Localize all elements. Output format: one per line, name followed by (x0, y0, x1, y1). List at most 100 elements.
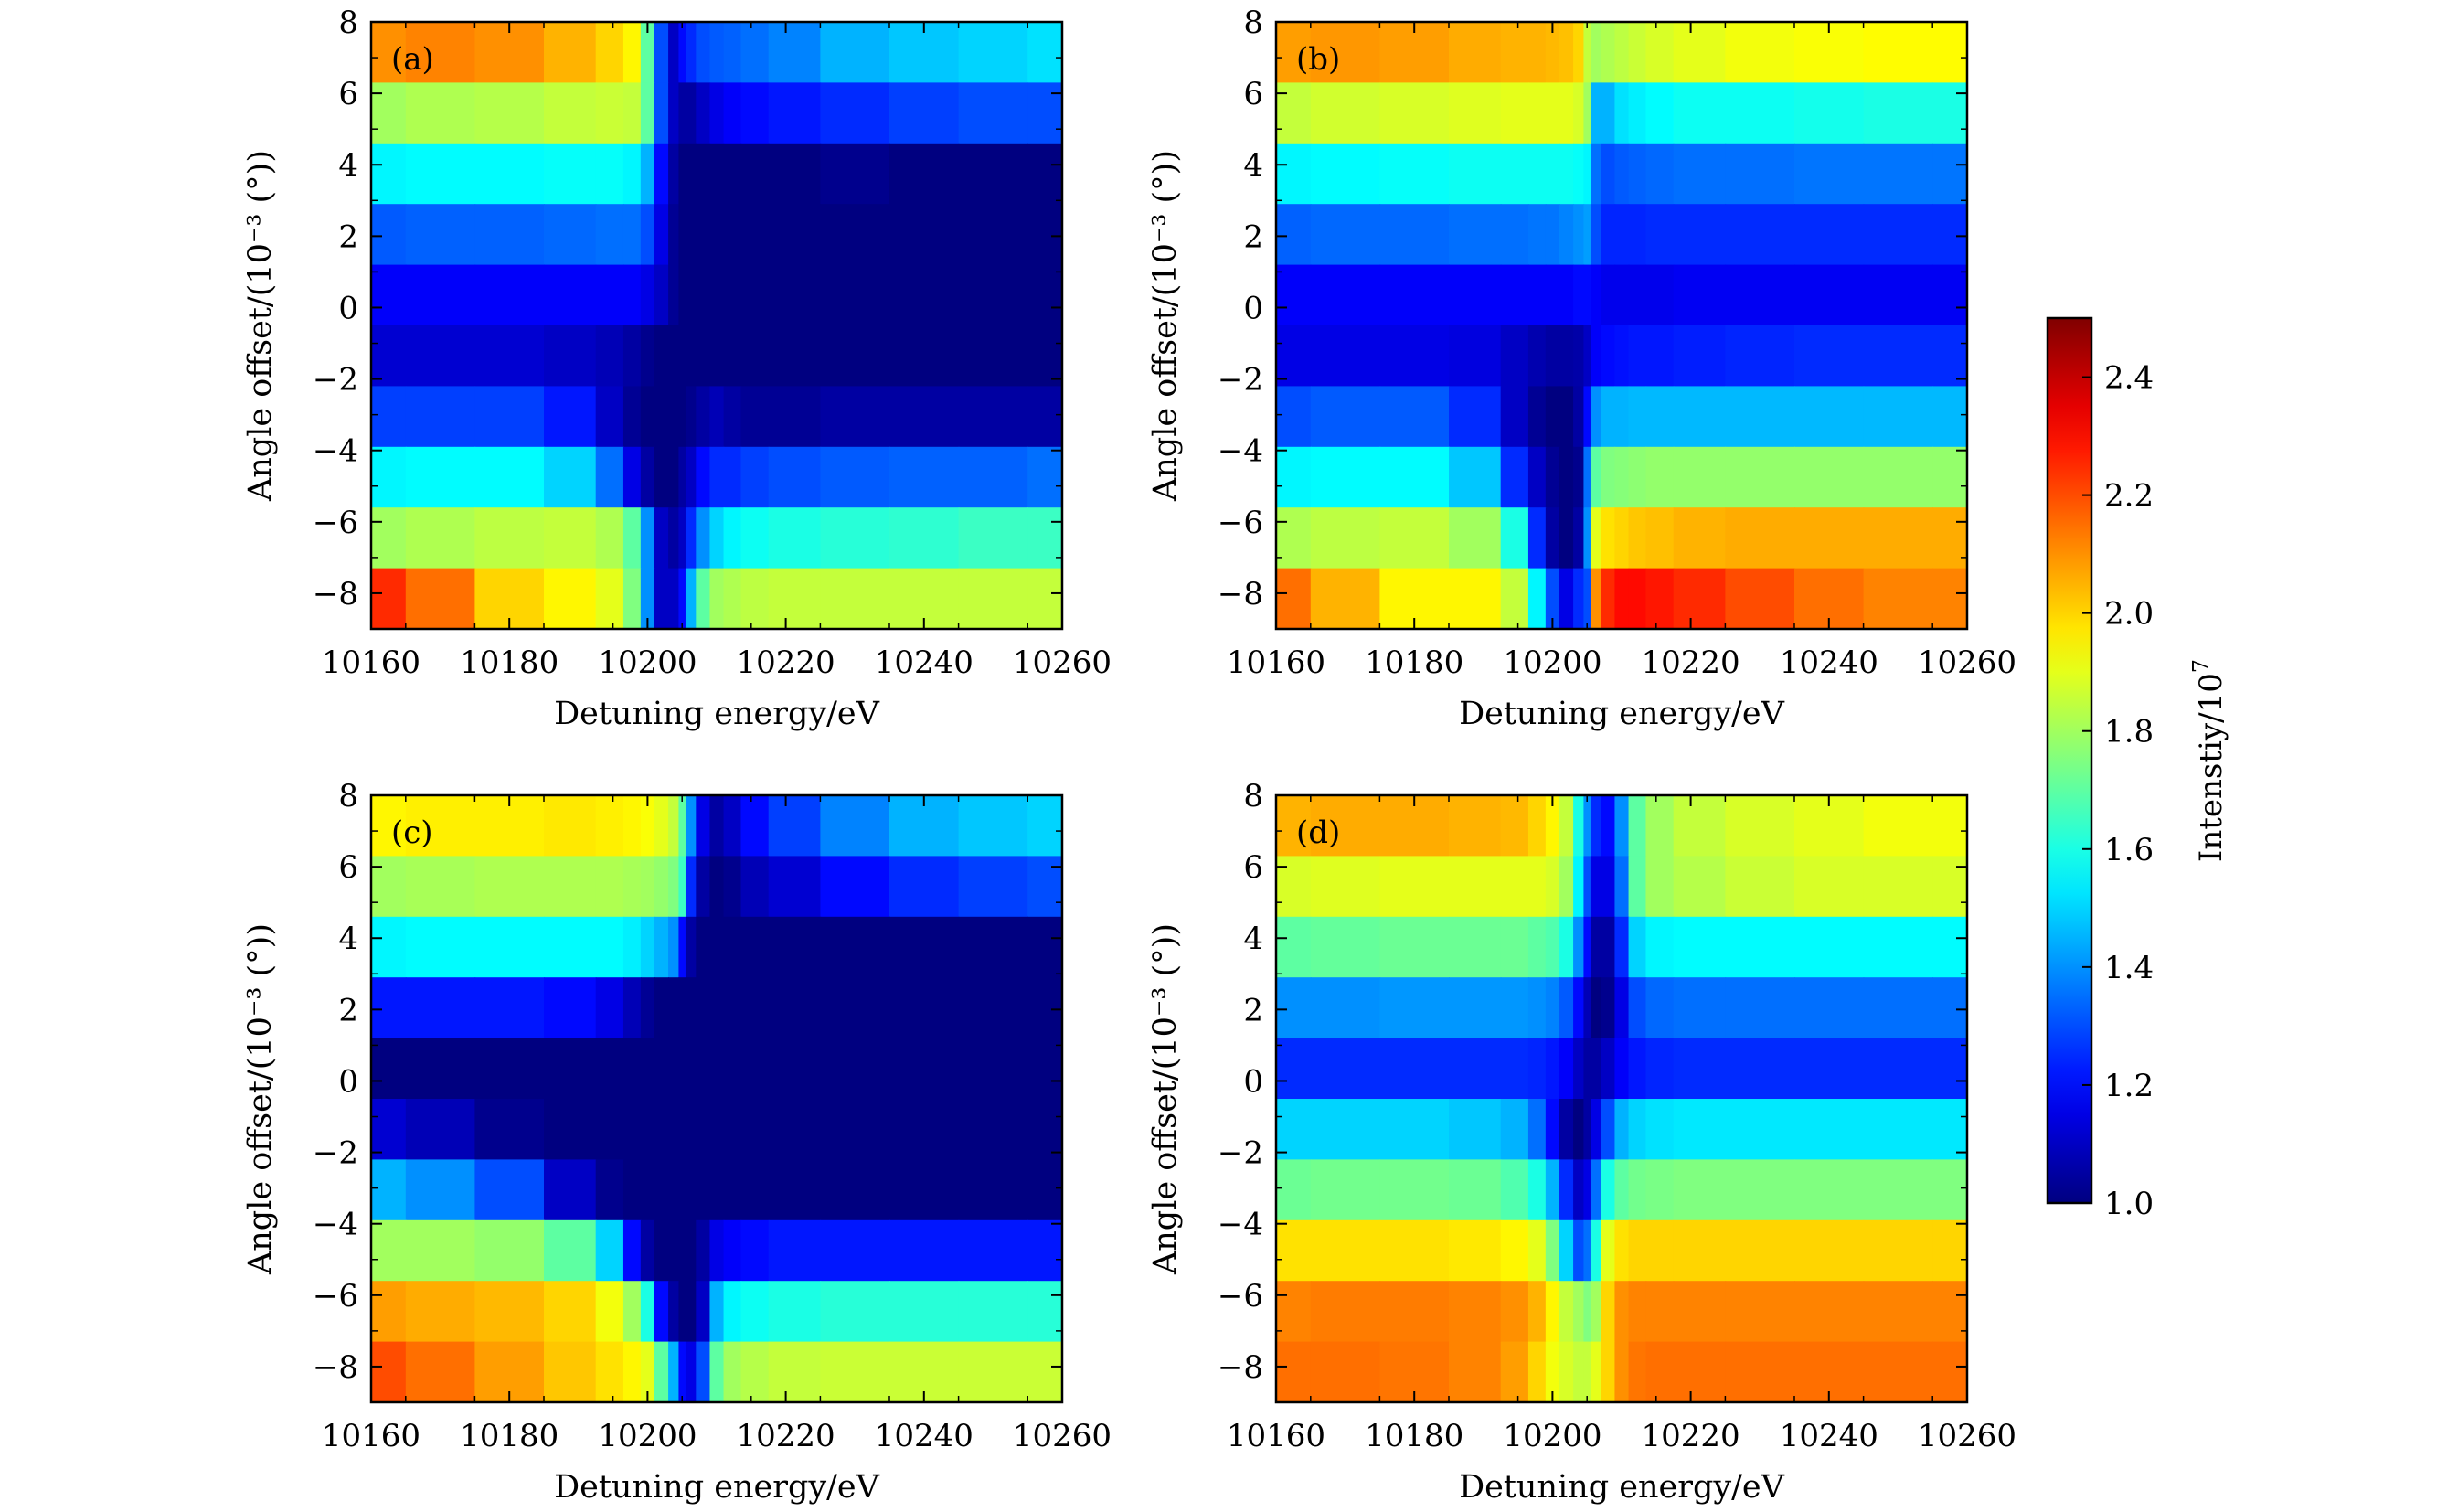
heat-cell (768, 204, 822, 266)
heat-cell (474, 856, 545, 918)
heat-cell (1527, 204, 1547, 266)
heat-cell (1379, 1281, 1450, 1343)
heat-cell (709, 1219, 725, 1282)
heat-cell (696, 795, 711, 857)
heat-cell (1027, 1159, 1063, 1221)
plot-frame (369, 20, 1064, 631)
heat-cell (640, 22, 655, 84)
heat-cell (1573, 204, 1585, 266)
heat-cell (958, 856, 1028, 918)
panel-label: (a) (391, 41, 434, 78)
heat-cell (1559, 82, 1574, 144)
y-tick-label: −4 (1218, 1207, 1263, 1243)
heat-cell (1863, 1099, 1933, 1161)
heat-cell (622, 143, 642, 205)
heat-cell (640, 1099, 655, 1161)
heat-cell (820, 386, 890, 448)
heat-cell (595, 143, 624, 205)
heat-cell (723, 977, 742, 1039)
heat-cell (1673, 1038, 1727, 1100)
heat-cell (1449, 1341, 1502, 1403)
colorbar-title-exponent: 7 (2188, 659, 2214, 673)
heat-cell (696, 1038, 711, 1100)
heat-cell (1645, 795, 1675, 857)
heat-cell (1794, 1281, 1865, 1343)
heat-cell (371, 1219, 407, 1282)
heat-cell (1527, 977, 1547, 1039)
y-tick-label: 2 (1243, 992, 1263, 1028)
heat-cell (474, 1219, 545, 1282)
heat-cell (768, 82, 822, 144)
heat-cell (544, 1159, 597, 1221)
heat-cell (622, 386, 642, 448)
heat-cell (678, 386, 686, 448)
heat-cell (723, 795, 742, 857)
heat-cell (723, 1219, 742, 1282)
heat-cell (640, 1038, 655, 1100)
heat-cell (622, 325, 642, 388)
heat-cell (1863, 386, 1933, 448)
heat-cell (740, 264, 770, 326)
heat-cell (595, 1341, 624, 1403)
heat-cell (1863, 204, 1933, 266)
heat-cell (768, 22, 822, 84)
heat-cell (1559, 568, 1574, 630)
heat-cell (1794, 856, 1865, 918)
y-tick-label: 6 (1243, 76, 1263, 112)
heat-cell (820, 204, 890, 266)
heat-cell (1527, 82, 1547, 144)
heat-cell (405, 325, 476, 388)
heat-cell (1559, 446, 1574, 508)
heat-cell (668, 1099, 680, 1161)
y-tick-label: 8 (338, 5, 358, 41)
heat-cell (1725, 1281, 1795, 1343)
heat-cell (640, 1159, 655, 1221)
heat-cell (1863, 1159, 1933, 1221)
heat-cell (1027, 1341, 1063, 1403)
heat-cell (1310, 1159, 1381, 1221)
heat-cell (1573, 446, 1585, 508)
heat-cell (1500, 143, 1529, 205)
heat-cell (889, 143, 960, 205)
heat-cell (595, 325, 624, 388)
heat-cell (1276, 1341, 1312, 1403)
heat-cell (405, 1281, 476, 1343)
y-tick-label: −8 (1218, 576, 1263, 612)
x-tick-label: 10180 (460, 644, 559, 681)
heat-cell (1725, 1219, 1795, 1282)
heat-cell (1614, 795, 1630, 857)
heat-cell (1527, 795, 1547, 857)
heat-cell (1276, 1219, 1312, 1282)
heat-cell (1932, 1099, 1968, 1161)
heat-cell (1614, 977, 1630, 1039)
heat-cell (622, 22, 642, 84)
heat-cell (1590, 386, 1602, 448)
heat-cell (740, 568, 770, 630)
heat-cell (1449, 1219, 1502, 1282)
heat-cell (1310, 143, 1381, 205)
heat-cell (685, 446, 697, 508)
heat-cell (654, 1099, 669, 1161)
heat-cell (958, 1341, 1028, 1403)
heat-cell (1590, 264, 1602, 326)
heat-cell (820, 507, 890, 570)
heat-cell (1601, 1219, 1616, 1282)
heat-cell (1583, 264, 1591, 326)
heat-cell (1645, 568, 1675, 630)
heat-cell (709, 264, 725, 326)
heat-cell (1559, 977, 1574, 1039)
heat-cell (1645, 82, 1675, 144)
heat-cell (1645, 1219, 1675, 1282)
heat-cell (1310, 916, 1381, 978)
heat-cell (1673, 795, 1727, 857)
heat-cell (1614, 1219, 1630, 1282)
heat-cell (1527, 568, 1547, 630)
heat-cell (1932, 1159, 1968, 1221)
heat-cell (595, 1099, 624, 1161)
colorbar-tick-label: 1.6 (2104, 832, 2154, 868)
heat-cell (1500, 856, 1529, 918)
heat-cell (1559, 22, 1574, 84)
heat-cell (1614, 568, 1630, 630)
heat-cell (1027, 977, 1063, 1039)
heat-cell (1628, 795, 1647, 857)
